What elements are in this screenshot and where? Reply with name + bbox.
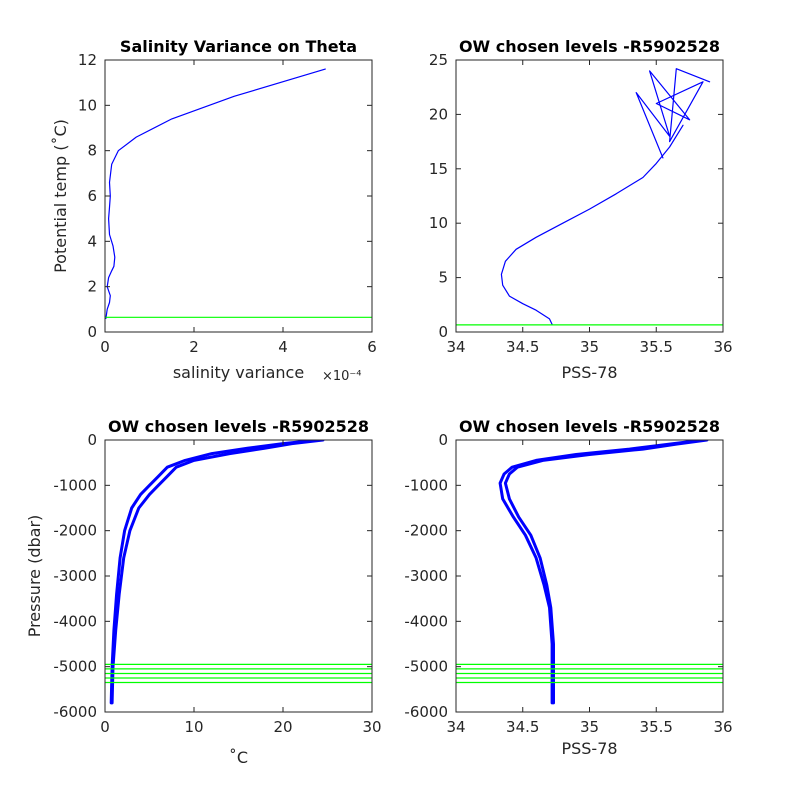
panel-2-x-tick-label: 34 bbox=[446, 338, 465, 356]
panel-1-y-tick-label: 12 bbox=[78, 51, 97, 69]
panel-2-x-tick-label: 35.5 bbox=[640, 338, 673, 356]
panel-3-x-tick-label: 10 bbox=[184, 718, 203, 736]
panel-3-y-tick-label: -3000 bbox=[53, 567, 97, 585]
panel-4-x-tick-label: 34 bbox=[446, 718, 465, 736]
panel-1-x-exponent: ×10⁻⁴ bbox=[322, 369, 362, 384]
panel-2-axes-background bbox=[456, 60, 723, 332]
panel-3-y-tick-label: -4000 bbox=[53, 612, 97, 630]
panel-3-x-tick-label: 0 bbox=[100, 718, 110, 736]
panel-4-y-tick-label: -6000 bbox=[404, 703, 448, 721]
panel-1: 0 2 4 6 0 2 4 6 8 10 12 Salinity Variance on Theta… bbox=[51, 37, 377, 384]
panel-3-x-tick-label: 20 bbox=[273, 718, 292, 736]
panel-1-y-tick-label: 4 bbox=[87, 232, 97, 250]
panel-2-y-tick-label: 15 bbox=[429, 160, 448, 178]
panel-4-x-tick-label: 35.5 bbox=[640, 718, 673, 736]
panel-1-ticks: 0 2 4 6 0 2 4 6 8 10 12 bbox=[78, 51, 377, 356]
panel-1-y-tick-label: 0 bbox=[87, 323, 97, 341]
panel-3-axes-background bbox=[105, 440, 372, 712]
panel-3-series-2-line bbox=[110, 440, 325, 705]
panel-3-ticks: 0 10 20 30 -6000 -5000 -4000 -3000 -2000 -1000 0 bbox=[53, 431, 381, 736]
panel-1-x-tick-label: 0 bbox=[100, 338, 110, 356]
panel-1-plot-area bbox=[105, 68, 372, 319]
panel-2-ticks: 34 34.5 35 35.5 36 0 5 10 15 20 25 bbox=[429, 51, 733, 356]
panel-4-ticks: 34 34.5 35 35.5 36 -6000 -5000 -4000 -3000 -2000 -… bbox=[404, 431, 732, 736]
panel-4-x-tick-label: 36 bbox=[713, 718, 732, 736]
panel-1-series-1-line bbox=[105, 68, 326, 319]
panel-4: 34 34.5 35 35.5 36 -6000 -5000 -4000 -3000 -2000 -… bbox=[404, 417, 732, 758]
panel-2-y-tick-label: 5 bbox=[438, 269, 448, 287]
panel-3-y-tick-label: 0 bbox=[87, 431, 97, 449]
panel-1-y-tick-label: 6 bbox=[87, 187, 97, 205]
panel-3-y-tick-label: -1000 bbox=[53, 476, 97, 494]
panel-4-x-tick-label: 34.5 bbox=[506, 718, 539, 736]
panel-3-y-axis-label: Pressure (dbar) bbox=[25, 515, 44, 638]
panel-2-x-tick-label: 34.5 bbox=[506, 338, 539, 356]
panel-4-x-tick-label: 35 bbox=[580, 718, 599, 736]
panel-1-y-axis-label: Potential temp (˚C) bbox=[51, 119, 70, 273]
panel-2-series-2-line bbox=[635, 68, 711, 159]
panel-3-y-tick-label: -2000 bbox=[53, 522, 97, 540]
panel-2-x-axis-label: PSS-78 bbox=[561, 363, 617, 382]
panel-3-plot-area bbox=[105, 440, 372, 705]
panel-1-x-tick-label: 2 bbox=[189, 338, 199, 356]
panel-1-y-tick-label: 8 bbox=[87, 142, 97, 160]
panel-1-x-tick-label: 4 bbox=[278, 338, 288, 356]
panel-3: 0 10 20 30 -6000 -5000 -4000 -3000 -2000 -1000 0 O… bbox=[25, 417, 382, 767]
panel-3-x-tick-label: 30 bbox=[362, 718, 381, 736]
panel-3-y-tick-label: -6000 bbox=[53, 703, 97, 721]
panel-2-y-tick-label: 0 bbox=[438, 323, 448, 341]
panel-4-axes-background bbox=[456, 440, 723, 712]
panel-3-x-axis-label: ˚C bbox=[229, 748, 248, 767]
panel-2-title: OW chosen levels -R5902528 bbox=[459, 37, 720, 56]
panel-1-title: Salinity Variance on Theta bbox=[120, 37, 357, 56]
panel-3-series-1-line bbox=[109, 440, 321, 705]
panel-3-y-tick-label: -5000 bbox=[53, 658, 97, 676]
panel-4-title: OW chosen levels -R5902528 bbox=[459, 417, 720, 436]
panel-4-y-tick-label: 0 bbox=[438, 431, 448, 449]
panel-4-y-tick-label: -3000 bbox=[404, 567, 448, 585]
panel-1-axes-background bbox=[105, 60, 372, 332]
panel-4-x-axis-label: PSS-78 bbox=[561, 739, 617, 758]
panel-1-y-tick-label: 10 bbox=[78, 96, 97, 114]
panel-2-x-tick-label: 35 bbox=[580, 338, 599, 356]
panel-2-y-tick-label: 25 bbox=[429, 51, 448, 69]
panel-4-y-tick-label: -2000 bbox=[404, 522, 448, 540]
panel-2-x-tick-label: 36 bbox=[713, 338, 732, 356]
panel-4-y-tick-label: -5000 bbox=[404, 658, 448, 676]
panel-4-y-tick-label: -4000 bbox=[404, 612, 448, 630]
panel-2-series-1-line bbox=[500, 124, 684, 325]
panel-2: 34 34.5 35 35.5 36 0 5 10 15 20 25 OW chosen level… bbox=[429, 37, 733, 382]
panel-2-y-tick-label: 20 bbox=[429, 105, 448, 123]
panel-4-series-2-line bbox=[503, 440, 709, 705]
panel-3-title: OW chosen levels -R5902528 bbox=[108, 417, 369, 436]
panel-1-x-tick-label: 6 bbox=[367, 338, 377, 356]
panel-2-plot-area bbox=[456, 68, 723, 326]
panel-4-y-tick-label: -1000 bbox=[404, 476, 448, 494]
panel-1-x-axis-label: salinity variance bbox=[173, 363, 304, 382]
panel-2-y-tick-label: 10 bbox=[429, 214, 448, 232]
panel-1-y-tick-label: 2 bbox=[87, 278, 97, 296]
panel-4-plot-area bbox=[456, 440, 723, 705]
